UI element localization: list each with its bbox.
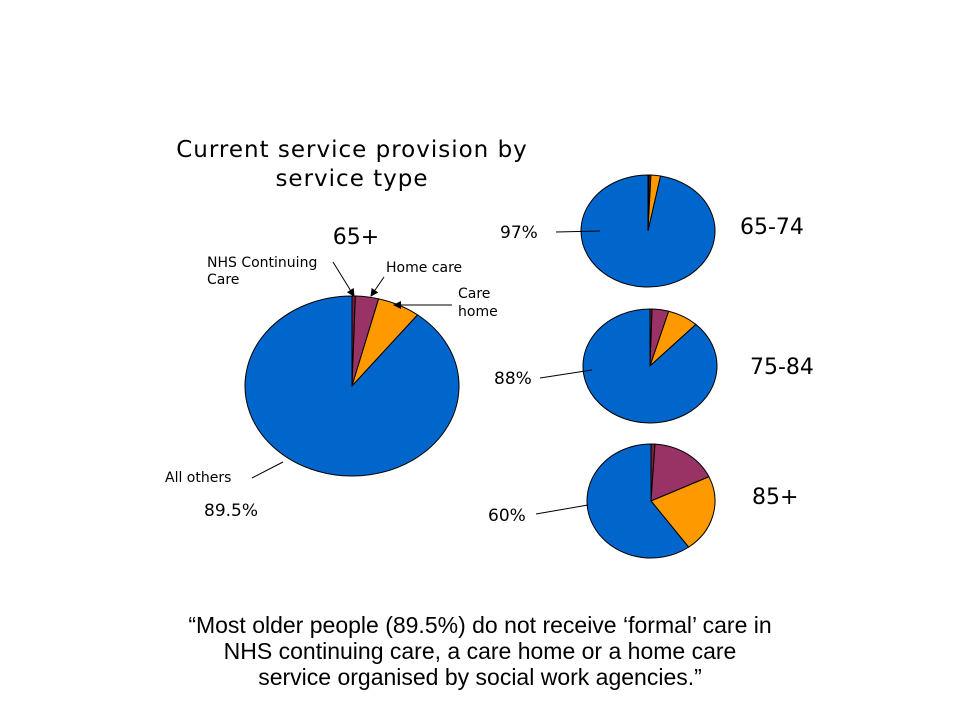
leader-85-plus <box>535 504 589 515</box>
chart-title-line-2: service type <box>275 166 428 192</box>
arrow-nhs <box>332 261 355 297</box>
annotation-nhs-line-2: Care <box>207 272 239 288</box>
pie-label-65-74: 65-74 <box>740 215 804 240</box>
pie-slice-care-home <box>650 476 716 548</box>
quote-caption: “Most older people (89.5%) do not receiv… <box>60 612 900 690</box>
pie-75-84 <box>582 308 718 424</box>
pct-label-65-74: 97% <box>500 223 538 243</box>
pie-85-plus <box>586 443 716 559</box>
pie-label-85-plus: 85+ <box>752 485 798 510</box>
pie-slice-home-care <box>650 443 710 502</box>
pie-label-65-plus: 65+ <box>333 225 379 250</box>
pct-label-85-plus: 60% <box>488 506 526 526</box>
pie-label-75-84: 75-84 <box>750 355 814 380</box>
annotation-all-others: All others <box>165 470 231 486</box>
leader-all-others <box>251 461 284 479</box>
pie-slice-all-others <box>244 295 460 477</box>
caption-line-2: NHS continuing care, a care home or a ho… <box>223 638 737 664</box>
leader-75-84 <box>539 369 593 379</box>
caption-line-3: service organised by social work agencie… <box>258 664 702 690</box>
annotation-care-home-line-1: Care <box>458 286 490 302</box>
pie-65-plus <box>244 295 460 477</box>
pct-label-75-84: 88% <box>494 369 532 389</box>
caption-line-1: “Most older people (89.5%) do not receiv… <box>188 612 772 638</box>
pie-slice-all-others <box>580 174 716 288</box>
annotation-care-home-line-2: home <box>458 304 498 320</box>
pie-slice-all-others <box>586 443 690 559</box>
annotation-home-care: Home care <box>386 260 462 276</box>
pie-65-74 <box>580 174 716 288</box>
leader-65-74 <box>555 230 601 233</box>
pie-slice-all-others <box>582 308 718 424</box>
annotation-all-others-pct: 89.5% <box>204 501 258 521</box>
chart-title-line-1: Current service provision by <box>176 137 528 163</box>
annotation-nhs-line-1: NHS Continuing <box>207 255 317 271</box>
arrow-home-care <box>370 276 385 297</box>
